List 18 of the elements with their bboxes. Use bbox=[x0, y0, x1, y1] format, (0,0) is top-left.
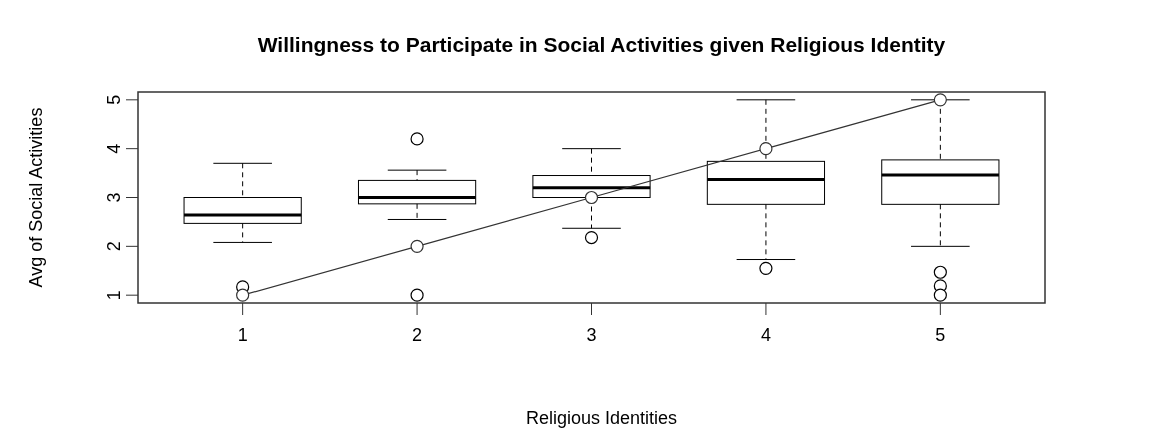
y-tick-label: 4 bbox=[104, 143, 125, 154]
x-tick-label: 4 bbox=[760, 325, 771, 345]
x-tick-label: 3 bbox=[586, 325, 597, 345]
x-axis-title: Religious Identities bbox=[525, 408, 678, 428]
point bbox=[759, 142, 773, 156]
y-tick-label: 2 bbox=[104, 241, 125, 252]
x-tick-label: 2 bbox=[412, 325, 423, 345]
x-tick-label: 1 bbox=[237, 325, 248, 345]
point bbox=[236, 288, 250, 302]
point bbox=[584, 190, 599, 205]
x-tick-label: 5 bbox=[935, 325, 946, 345]
point bbox=[410, 239, 424, 253]
chart-title: Willingness to Participate in Social Activities given Religious Identity bbox=[257, 33, 946, 56]
y-axis-title: Avg of Social Activities bbox=[26, 107, 46, 288]
y-tick-label: 5 bbox=[104, 94, 125, 105]
y-tick-label: 3 bbox=[104, 192, 125, 203]
y-tick-label: 1 bbox=[104, 290, 125, 301]
point bbox=[933, 93, 947, 107]
